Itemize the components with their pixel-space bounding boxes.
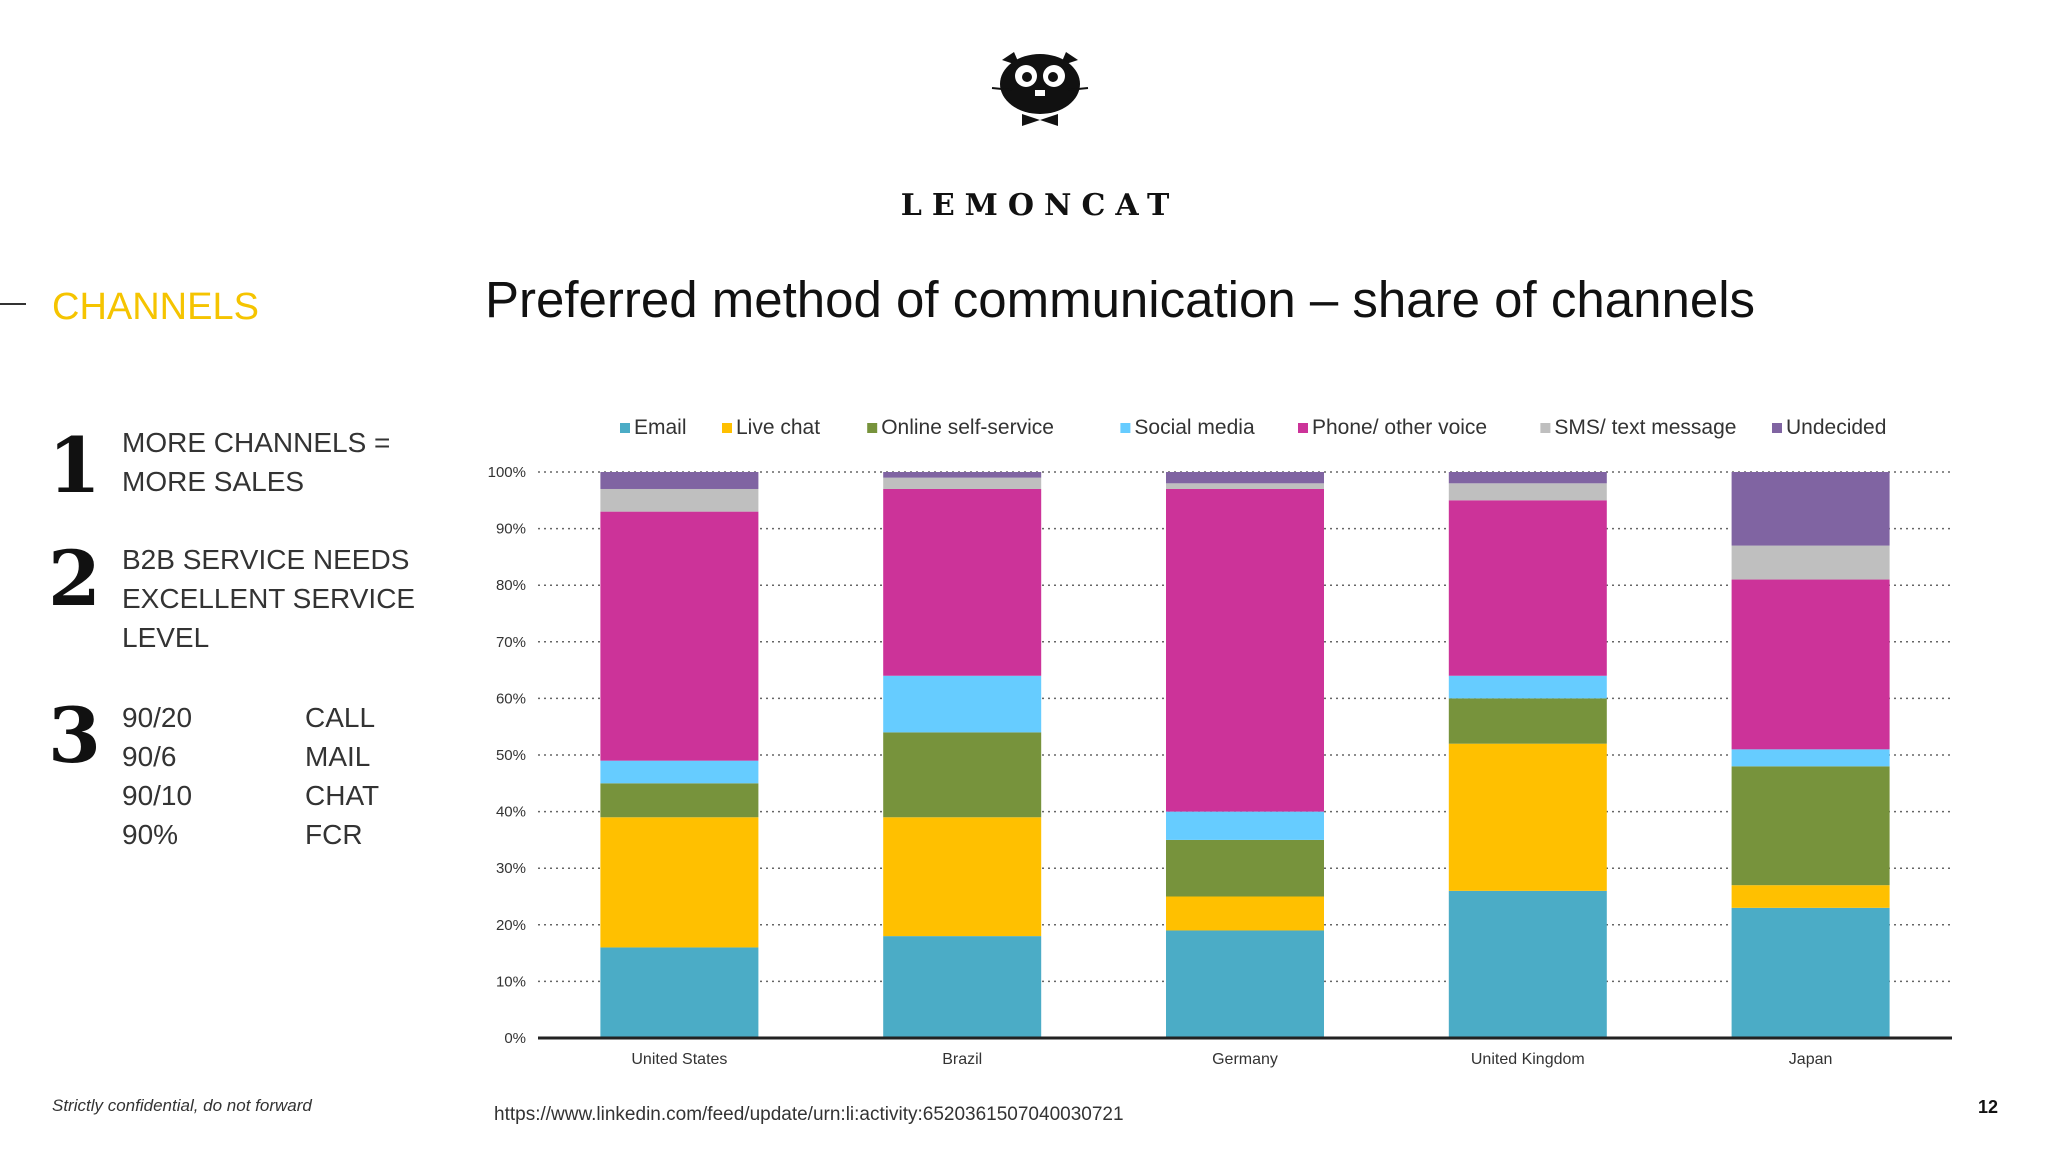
bar-segment <box>600 783 759 818</box>
bar-segment <box>883 936 1042 1038</box>
bar-segment <box>600 511 759 761</box>
chart-title: Preferred method of communication – shar… <box>485 271 1756 328</box>
source-link[interactable]: https://www.linkedin.com/feed/update/urn… <box>494 1104 1124 1125</box>
y-tick-label: 10% <box>496 973 526 990</box>
legend-swatch <box>1540 423 1551 433</box>
point-2-line: B2B SERVICE NEEDS <box>122 544 410 575</box>
bar-segment <box>1731 907 1890 1038</box>
legend-label: Online self-service <box>881 416 1054 439</box>
kpi-row: 90/10 CHAT <box>122 776 379 815</box>
y-tick-label: 80% <box>496 577 526 594</box>
legend-swatch <box>1772 423 1782 433</box>
point-2-line: EXCELLENT SERVICE <box>122 583 416 614</box>
brand-name: LEMONCAT <box>900 188 1180 223</box>
bar-segment <box>600 472 759 489</box>
point-1-line: MORE SALES <box>122 466 305 497</box>
point-1-number: 1 <box>48 421 101 510</box>
x-tick-label: United Kingdom <box>1471 1051 1585 1068</box>
y-tick-label: 60% <box>496 690 526 707</box>
legend-swatch <box>867 423 878 433</box>
bar-segment <box>1166 488 1324 812</box>
x-tick-label: Germany <box>1212 1051 1278 1068</box>
confidential-note: Strictly confidential, do not forward <box>52 1096 312 1115</box>
legend-swatch <box>620 423 630 433</box>
x-tick-label: United States <box>631 1051 727 1068</box>
point-2-line: LEVEL <box>122 622 210 653</box>
legend-swatch <box>722 423 732 433</box>
bar-segment <box>1448 698 1607 744</box>
legend-label: Social media <box>1134 416 1255 439</box>
point-1-line: MORE CHANNELS = <box>122 427 391 458</box>
kpi-row: 90/20 CALL <box>122 698 379 737</box>
legend-label: Undecided <box>1786 416 1886 439</box>
kpi-row: 90/6 MAIL <box>122 737 379 776</box>
bar-segment <box>1166 483 1324 489</box>
x-tick-label: Brazil <box>942 1051 982 1068</box>
kpi-channel: CHAT <box>305 780 380 811</box>
bar-segment <box>1166 896 1324 931</box>
section-divider <box>0 303 26 305</box>
page-number: 12 <box>1978 1097 1999 1117</box>
bar-segment <box>1448 890 1607 1038</box>
bar-segment <box>1731 579 1890 750</box>
kpi-row: 90% FCR <box>122 815 379 854</box>
kpi-value: 90/6 <box>122 741 177 772</box>
legend-label: Phone/ other voice <box>1312 416 1487 439</box>
bar-segment <box>1731 472 1890 546</box>
legend-label: SMS/ text message <box>1554 416 1736 439</box>
kpi-list: 90/20 CALL 90/6 MAIL 90/10 CHAT 90% FCR <box>122 698 379 854</box>
y-tick-label: 50% <box>496 747 526 764</box>
bar-segment <box>1731 885 1890 908</box>
bar-segment <box>1448 472 1607 484</box>
point-1-text: MORE CHANNELS = MORE SALES <box>122 423 390 501</box>
legend-swatch <box>1120 423 1131 433</box>
bar-segment <box>1166 472 1324 484</box>
y-tick-label: 70% <box>496 634 526 651</box>
bar-segment <box>600 760 759 784</box>
bar-segment <box>883 477 1042 489</box>
bar-segment <box>883 488 1042 676</box>
kpi-value: 90/20 <box>122 702 193 733</box>
y-tick-label: 100% <box>488 464 526 481</box>
stacked-bar-chart: Email Live chat Online self-service Social … <box>488 416 1952 1068</box>
bar-segment <box>600 947 759 1038</box>
bar-segment <box>1448 743 1607 891</box>
y-tick-label: 20% <box>496 917 526 934</box>
legend-swatch <box>1298 423 1308 433</box>
kpi-value: 90/10 <box>122 780 193 811</box>
y-tick-label: 0% <box>504 1030 526 1047</box>
y-tick-label: 40% <box>496 804 526 821</box>
bar-segment <box>1448 675 1607 699</box>
section-title: CHANNELS <box>52 286 259 328</box>
x-tick-label: Japan <box>1789 1051 1833 1068</box>
bar-segment <box>1731 545 1890 580</box>
bar-segment <box>600 817 759 948</box>
bar-segment <box>1448 500 1607 676</box>
legend-label: Live chat <box>736 416 820 439</box>
bar-segment <box>1166 811 1324 840</box>
kpi-channel: CALL <box>305 702 376 733</box>
kpi-channel: FCR <box>305 819 363 850</box>
bar-segment <box>883 472 1042 478</box>
y-tick-label: 90% <box>496 521 526 538</box>
brand-logo: LEMONCAT <box>890 48 1190 223</box>
y-tick-label: 30% <box>496 860 526 877</box>
bar-segment <box>883 675 1042 733</box>
bar-segment <box>1448 483 1607 501</box>
point-2-number: 2 <box>48 534 101 623</box>
kpi-value: 90% <box>122 819 179 850</box>
bar-segment <box>1166 839 1324 897</box>
bar-segment <box>1731 766 1890 886</box>
kpi-channel: MAIL <box>305 741 371 772</box>
bar-segment <box>1166 930 1324 1038</box>
legend-label: Email <box>634 416 687 439</box>
bar-segment <box>883 817 1042 937</box>
point-2-text: B2B SERVICE NEEDS EXCELLENT SERVICE LEVE… <box>122 540 415 657</box>
point-3-number: 3 <box>48 691 101 780</box>
cat-icon <box>991 52 1089 126</box>
bar-segment <box>883 732 1042 818</box>
bar-segment <box>600 488 759 512</box>
bar-segment <box>1731 749 1890 767</box>
